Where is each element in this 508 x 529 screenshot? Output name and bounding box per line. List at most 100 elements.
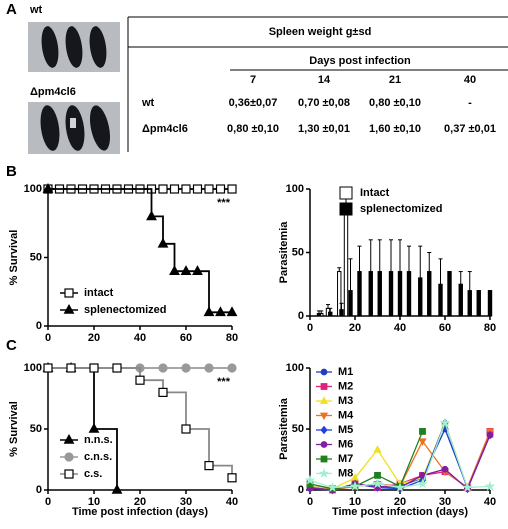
annotation: *** [217,197,231,209]
marker [89,363,99,373]
marker [181,184,191,194]
y-tick-label: 100 [24,362,42,374]
bar [388,271,394,317]
marker [204,363,214,373]
survival-line [48,367,118,490]
marker [215,306,226,317]
cell: 1,60 ±0,10 [369,123,421,135]
series-line [309,431,424,490]
x-tick-label: 80 [226,332,238,344]
x-axis-label: Time post infection (days) [332,506,468,518]
bar [458,283,463,317]
legend-marker [64,288,74,298]
legend-label: M4 [338,409,354,421]
column-header: 7 [250,74,256,86]
photo-label: Δpm4cl6 [30,86,76,98]
marker [372,478,383,489]
bar [343,213,349,317]
legend-label: splenectomized [84,304,167,316]
marker [43,363,53,373]
marker [158,184,168,194]
marker [373,445,382,453]
y-tick-label: 50 [30,423,42,435]
marker [394,481,406,493]
bar [348,290,353,317]
legend-label: c.s. [84,468,102,480]
legend-swatch [339,202,353,216]
marker [439,417,451,428]
marker [327,481,338,493]
photo-label: wt [29,4,43,16]
bar [339,309,344,317]
legend-label: c.n.s. [84,451,112,463]
column-header: 21 [389,74,401,86]
panel-label: B [6,163,17,180]
legend-label: M2 [338,380,353,392]
x-tick-label: 80 [484,322,496,334]
marker [181,424,191,434]
marker [226,306,238,317]
bar [368,271,373,317]
marker [227,184,237,194]
marker [417,478,428,489]
marker [227,473,237,483]
bar [476,290,481,317]
marker [169,184,180,194]
series-line [309,420,491,489]
legend-marker [318,467,330,479]
marker [349,480,361,491]
y-axis-label: % Survival [8,230,20,286]
marker [419,428,426,435]
bar [328,311,333,317]
y-tick-label: 0 [298,484,304,496]
marker [66,363,76,373]
marker [112,363,122,373]
cell: 0,70 ±0,08 [298,97,350,109]
annotation: *** [217,376,231,388]
x-tick-label: 30 [180,496,192,508]
bar [418,277,423,317]
legend-marker [320,383,328,390]
x-tick-label: 20 [349,322,361,334]
cell: 1,30 ±0,01 [298,123,350,135]
cell: - [468,97,472,109]
x-tick-label: 0 [45,496,51,508]
marker [169,265,180,275]
legend-marker [319,412,329,421]
marker [304,474,316,485]
x-tick-label: 0 [307,322,313,334]
bar [427,271,432,317]
legend-label: splenectomized [360,203,443,215]
legend-label: M3 [338,395,353,407]
legend-label: n.n.s. [84,434,113,446]
marker [180,265,192,275]
legend-label: M8 [338,467,353,479]
y-tick-label: 100 [24,183,42,195]
y-tick-label: 0 [298,310,304,322]
legend-marker [64,452,74,462]
y-tick-label: 0 [36,320,42,332]
marker [181,363,191,373]
series-line [309,421,491,490]
marker [203,306,215,317]
y-tick-label: 0 [36,484,42,496]
legend-marker [320,455,328,463]
y-tick-label: 50 [292,423,304,435]
y-tick-label: 100 [286,362,304,374]
column-header: 40 [464,74,476,86]
marker [204,184,214,194]
bar [397,271,403,317]
x-tick-label: 60 [180,332,192,344]
marker [158,363,168,373]
marker [157,237,169,248]
y-tick-label: 100 [286,183,304,195]
marker [484,480,496,491]
marker [215,184,226,194]
bar [487,290,493,317]
photo [28,22,120,72]
survival-line [48,188,232,314]
row-header: wt [141,97,155,109]
legend-marker [320,425,328,435]
marker [462,481,473,493]
